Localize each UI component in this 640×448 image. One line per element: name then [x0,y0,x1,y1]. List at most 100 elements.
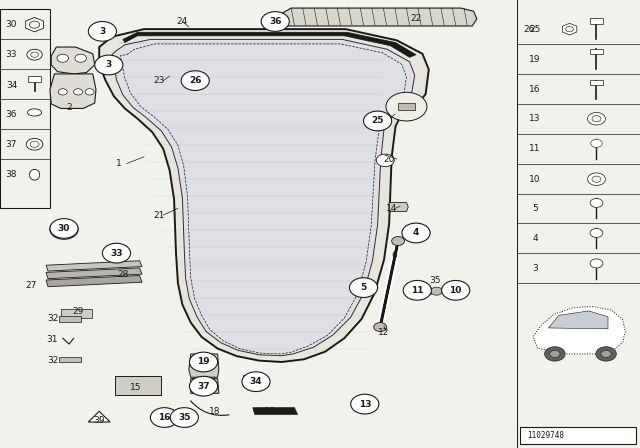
Circle shape [351,394,379,414]
Circle shape [442,287,454,295]
Circle shape [58,89,67,95]
Text: 12: 12 [378,328,390,337]
Text: 1: 1 [116,159,121,168]
Circle shape [242,372,270,392]
Text: 25: 25 [529,25,541,34]
Circle shape [374,323,387,332]
Circle shape [431,287,442,295]
Circle shape [452,287,463,295]
Text: 22: 22 [410,14,422,23]
Circle shape [601,350,611,358]
Text: 33: 33 [110,249,123,258]
Circle shape [74,89,83,95]
Text: 13: 13 [529,114,541,123]
Bar [0,9,50,208]
Bar [59,316,81,322]
Polygon shape [191,379,219,393]
Text: 36: 36 [6,110,17,119]
Circle shape [588,112,605,125]
Circle shape [550,350,560,358]
Circle shape [150,408,179,427]
Text: 25: 25 [371,116,384,125]
Circle shape [386,92,427,121]
Text: 15: 15 [130,383,141,392]
Polygon shape [26,17,44,32]
Polygon shape [112,39,415,356]
Text: 3: 3 [532,264,538,273]
Circle shape [88,22,116,41]
Polygon shape [88,411,110,422]
Text: 11: 11 [529,144,541,153]
Circle shape [349,278,378,297]
Bar [590,49,603,54]
Polygon shape [123,32,416,57]
Polygon shape [533,306,625,354]
Text: 20: 20 [383,155,395,164]
Circle shape [189,376,218,396]
Text: 11029748: 11029748 [527,431,564,440]
Polygon shape [46,276,142,287]
Text: 34: 34 [250,377,262,386]
Circle shape [85,89,94,95]
Bar [59,357,81,362]
Text: 5: 5 [532,204,538,213]
Text: 36: 36 [269,17,282,26]
Circle shape [26,138,43,150]
Text: 4: 4 [532,234,538,243]
Text: 10: 10 [449,286,462,295]
Bar [590,80,603,85]
Polygon shape [50,74,96,108]
Circle shape [407,287,419,295]
Circle shape [261,12,289,31]
Text: 39: 39 [93,416,105,425]
Circle shape [590,198,603,207]
Text: 14: 14 [386,204,397,213]
Text: 31: 31 [47,335,58,344]
Text: 19: 19 [529,55,541,64]
Circle shape [30,141,39,147]
Text: 34: 34 [6,81,17,90]
Text: 35: 35 [429,276,441,284]
Bar [115,376,161,395]
Text: 26: 26 [189,76,202,85]
Text: 10: 10 [529,175,541,184]
Circle shape [31,52,38,57]
Text: 24: 24 [177,17,188,26]
Text: 16: 16 [158,413,171,422]
Bar [590,18,603,24]
Circle shape [57,54,68,62]
Circle shape [588,173,605,185]
Circle shape [422,287,433,295]
Text: 19: 19 [197,358,210,366]
Polygon shape [253,408,298,414]
Circle shape [354,397,373,411]
Text: 13: 13 [358,400,371,409]
Bar [520,427,636,444]
Text: 27: 27 [25,281,36,290]
Polygon shape [46,261,142,271]
Text: 11: 11 [411,286,424,295]
Circle shape [591,139,602,147]
Text: 18: 18 [209,407,220,416]
Bar [398,103,415,110]
Text: 33: 33 [6,50,17,59]
Circle shape [152,410,173,425]
Polygon shape [189,354,219,377]
Polygon shape [389,202,408,211]
Bar [243,375,266,386]
Text: 26: 26 [523,25,534,34]
Text: 38: 38 [6,170,17,179]
Circle shape [376,154,394,167]
Polygon shape [46,268,142,279]
Ellipse shape [28,109,42,116]
Circle shape [590,228,603,237]
Circle shape [442,280,470,300]
Circle shape [545,347,565,361]
Text: 3: 3 [99,27,106,36]
Circle shape [95,55,123,75]
Text: 16: 16 [529,85,541,94]
Text: !: ! [98,416,100,422]
Circle shape [592,176,601,182]
Text: 30: 30 [58,224,70,233]
Circle shape [403,280,431,300]
